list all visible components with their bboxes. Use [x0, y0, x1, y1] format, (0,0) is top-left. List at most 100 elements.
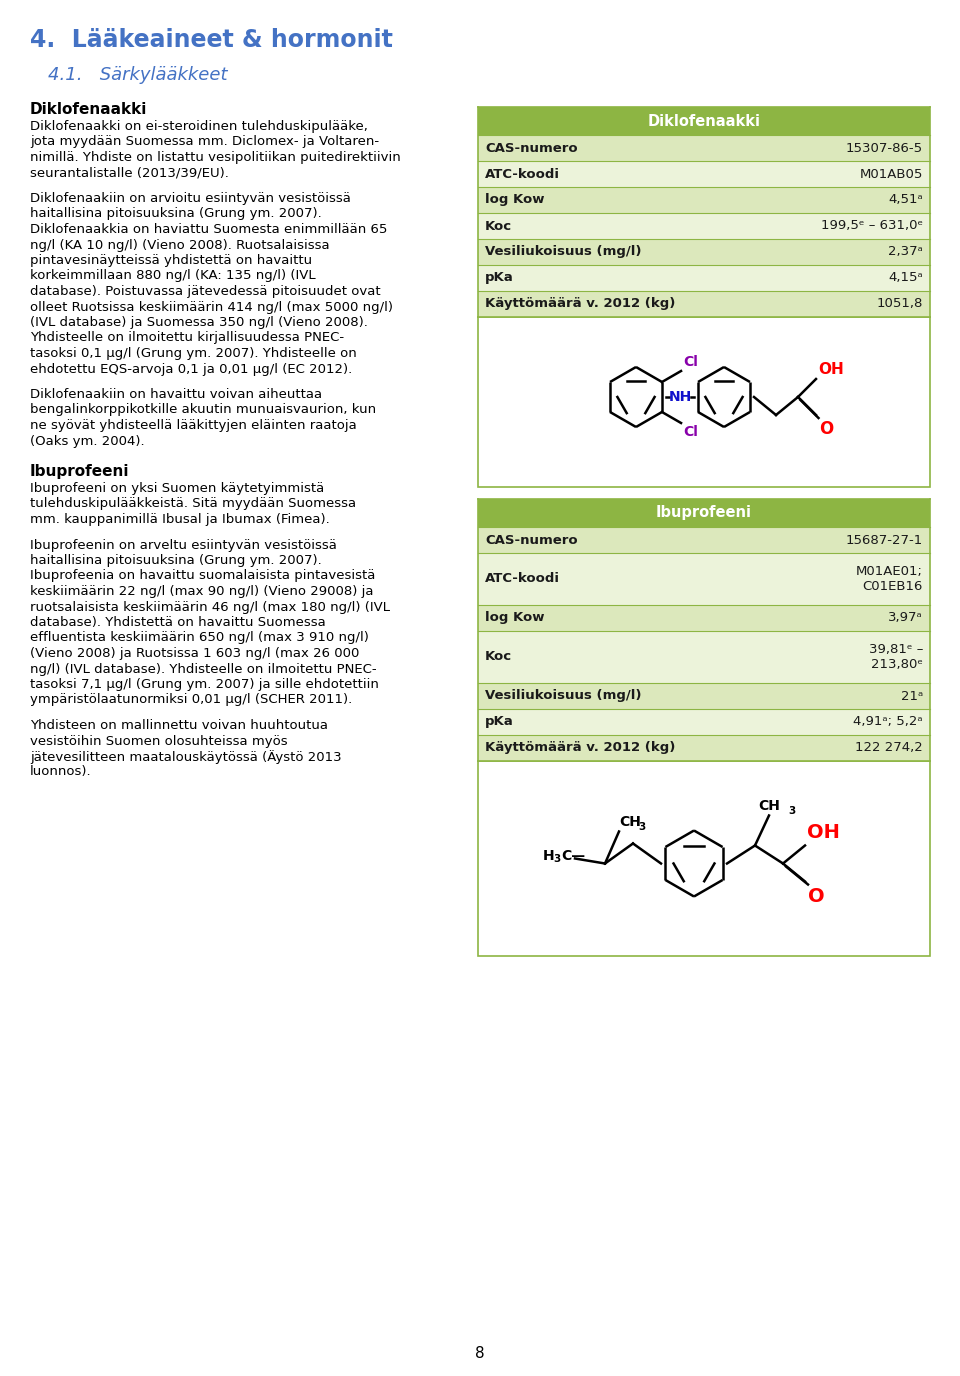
FancyBboxPatch shape	[478, 213, 930, 239]
Text: vesistöihin Suomen olosuhteissa myös: vesistöihin Suomen olosuhteissa myös	[30, 735, 288, 747]
FancyBboxPatch shape	[478, 316, 930, 487]
Text: korkeimmillaan 880 ng/l (KA: 135 ng/l) (IVL: korkeimmillaan 880 ng/l (KA: 135 ng/l) (…	[30, 270, 316, 282]
FancyBboxPatch shape	[478, 605, 930, 632]
Text: ruotsalaisista keskiimäärin 46 ng/l (max 180 ng/l) (IVL: ruotsalaisista keskiimäärin 46 ng/l (max…	[30, 600, 390, 614]
Text: jota myydään Suomessa mm. Diclomex- ja Voltaren-: jota myydään Suomessa mm. Diclomex- ja V…	[30, 135, 379, 149]
FancyBboxPatch shape	[478, 553, 930, 605]
Text: CAS-numero: CAS-numero	[485, 142, 578, 154]
Text: ympäristölaatunormiksi 0,01 µg/l (SCHER 2011).: ympäristölaatunormiksi 0,01 µg/l (SCHER …	[30, 694, 352, 706]
FancyBboxPatch shape	[478, 499, 930, 527]
FancyBboxPatch shape	[478, 107, 930, 135]
Text: olleet Ruotsissa keskiimäärin 414 ng/l (max 5000 ng/l): olleet Ruotsissa keskiimäärin 414 ng/l (…	[30, 300, 393, 314]
FancyBboxPatch shape	[478, 161, 930, 187]
Text: OH: OH	[807, 823, 840, 842]
Text: Koc: Koc	[485, 220, 512, 233]
FancyBboxPatch shape	[478, 266, 930, 290]
Text: effluentista keskiimäärin 650 ng/l (max 3 910 ng/l): effluentista keskiimäärin 650 ng/l (max …	[30, 632, 369, 644]
Text: Koc: Koc	[485, 651, 512, 663]
Text: ng/l (KA 10 ng/l) (Vieno 2008). Ruotsalaisissa: ng/l (KA 10 ng/l) (Vieno 2008). Ruotsala…	[30, 238, 329, 252]
Text: 1051,8: 1051,8	[876, 297, 923, 311]
Text: log Kow: log Kow	[485, 611, 544, 625]
Text: Yhdisteelle on ilmoitettu kirjallisuudessa PNEC-: Yhdisteelle on ilmoitettu kirjallisuudes…	[30, 332, 344, 344]
Text: ne syövät yhdisteellä lääkittyjen eläinten raatoja: ne syövät yhdisteellä lääkittyjen eläint…	[30, 420, 357, 432]
Text: 4,91ᵃ; 5,2ᵃ: 4,91ᵃ; 5,2ᵃ	[853, 716, 923, 728]
Text: Ibuprofeenia on havaittu suomalaisista pintavesistä: Ibuprofeenia on havaittu suomalaisista p…	[30, 570, 375, 582]
Text: Diklofenaakki: Diklofenaakki	[30, 102, 148, 117]
Text: (Vieno 2008) ja Ruotsissa 1 603 ng/l (max 26 000: (Vieno 2008) ja Ruotsissa 1 603 ng/l (ma…	[30, 647, 359, 660]
Text: 4,51ᵃ: 4,51ᵃ	[888, 194, 923, 206]
Text: 199,5ᵉ – 631,0ᵉ: 199,5ᵉ – 631,0ᵉ	[821, 220, 923, 233]
Text: Ibuprofeeni on yksi Suomen käytetyimmistä: Ibuprofeeni on yksi Suomen käytetyimmist…	[30, 482, 324, 495]
Text: haitallisina pitoisuuksina (Grung ym. 2007).: haitallisina pitoisuuksina (Grung ym. 20…	[30, 208, 322, 220]
Text: Diklofenaakiin on arvioitu esiintyvän vesistöissä: Diklofenaakiin on arvioitu esiintyvän ve…	[30, 193, 350, 205]
Text: Käyttömäärä v. 2012 (kg): Käyttömäärä v. 2012 (kg)	[485, 297, 676, 311]
Text: tasoksi 7,1 µg/l (Grung ym. 2007) ja sille ehdotettiin: tasoksi 7,1 µg/l (Grung ym. 2007) ja sil…	[30, 678, 379, 691]
Text: tasoksi 0,1 µg/l (Grung ym. 2007). Yhdisteelle on: tasoksi 0,1 µg/l (Grung ym. 2007). Yhdis…	[30, 347, 357, 361]
FancyBboxPatch shape	[478, 239, 930, 266]
Text: Vesiliukoisuus (mg/l): Vesiliukoisuus (mg/l)	[485, 245, 641, 259]
Text: 3,97ᵃ: 3,97ᵃ	[888, 611, 923, 625]
FancyBboxPatch shape	[478, 632, 930, 682]
Text: Diklofenaakki on ei-steroidinen tulehduskipulääke,: Diklofenaakki on ei-steroidinen tulehdus…	[30, 120, 368, 133]
Text: luonnos).: luonnos).	[30, 765, 91, 779]
Text: 2,37ᵃ: 2,37ᵃ	[888, 245, 923, 259]
Text: O: O	[819, 420, 833, 438]
Text: (IVL database) ja Suomessa 350 ng/l (Vieno 2008).: (IVL database) ja Suomessa 350 ng/l (Vie…	[30, 316, 368, 329]
Text: 4,15ᵃ: 4,15ᵃ	[888, 271, 923, 285]
Text: haitallisina pitoisuuksina (Grung ym. 2007).: haitallisina pitoisuuksina (Grung ym. 20…	[30, 555, 322, 567]
Text: 3: 3	[553, 854, 561, 864]
Text: ehdotettu EQS-arvoja 0,1 ja 0,01 µg/l (EC 2012).: ehdotettu EQS-arvoja 0,1 ja 0,01 µg/l (E…	[30, 362, 352, 376]
Text: database). Yhdistettä on havaittu Suomessa: database). Yhdistettä on havaittu Suomes…	[30, 616, 325, 629]
Text: Yhdisteen on mallinnettu voivan huuhtoutua: Yhdisteen on mallinnettu voivan huuhtout…	[30, 720, 328, 732]
Text: CH: CH	[758, 798, 780, 812]
Text: Diklofenaakiin on havaittu voivan aiheuttaa: Diklofenaakiin on havaittu voivan aiheut…	[30, 388, 323, 400]
Text: 39,81ᵉ –
213,80ᵉ: 39,81ᵉ – 213,80ᵉ	[869, 643, 923, 671]
Text: CAS-numero: CAS-numero	[485, 534, 578, 546]
FancyBboxPatch shape	[478, 709, 930, 735]
Text: ng/l) (IVL database). Yhdisteelle on ilmoitettu PNEC-: ng/l) (IVL database). Yhdisteelle on ilm…	[30, 662, 376, 676]
FancyBboxPatch shape	[478, 290, 930, 316]
Text: keskiimäärin 22 ng/l (max 90 ng/l) (Vieno 29008) ja: keskiimäärin 22 ng/l (max 90 ng/l) (Vien…	[30, 585, 373, 599]
Text: (Oaks ym. 2004).: (Oaks ym. 2004).	[30, 435, 145, 447]
Text: 4.1.   Särkylääkkeet: 4.1. Särkylääkkeet	[48, 66, 228, 84]
FancyBboxPatch shape	[478, 135, 930, 161]
FancyBboxPatch shape	[478, 187, 930, 213]
Text: M01AB05: M01AB05	[859, 168, 923, 180]
Text: 4.  Lääkeaineet & hormonit: 4. Lääkeaineet & hormonit	[30, 28, 393, 52]
Text: Diklofenaakki: Diklofenaakki	[647, 113, 760, 128]
Text: ATC-koodi: ATC-koodi	[485, 168, 560, 180]
Text: mm. kauppanimillä Ibusal ja Ibumax (Fimea).: mm. kauppanimillä Ibusal ja Ibumax (Fime…	[30, 513, 329, 526]
Text: O: O	[808, 886, 825, 905]
Text: OH: OH	[818, 362, 844, 377]
Text: pintavesinäytteissä yhdistettä on havaittu: pintavesinäytteissä yhdistettä on havait…	[30, 255, 312, 267]
Text: Käyttömäärä v. 2012 (kg): Käyttömäärä v. 2012 (kg)	[485, 742, 676, 754]
FancyBboxPatch shape	[478, 735, 930, 761]
Text: M01AE01;
C01EB16: M01AE01; C01EB16	[856, 566, 923, 593]
Text: log Kow: log Kow	[485, 194, 544, 206]
Text: 15687-27-1: 15687-27-1	[846, 534, 923, 546]
Text: jätevesilitteen maatalouskäytössä (Äystö 2013: jätevesilitteen maatalouskäytössä (Äystö…	[30, 750, 342, 764]
Text: Vesiliukoisuus (mg/l): Vesiliukoisuus (mg/l)	[485, 689, 641, 703]
Text: 21ᵃ: 21ᵃ	[900, 689, 923, 703]
Text: Cl: Cl	[683, 425, 698, 439]
Text: ATC-koodi: ATC-koodi	[485, 572, 560, 586]
Text: H: H	[543, 849, 555, 863]
Text: nimillä. Yhdiste on listattu vesipolitiikan puitedirektiivin: nimillä. Yhdiste on listattu vesipolitii…	[30, 151, 400, 164]
Text: database). Poistuvassa jätevedessä pitoisuudet ovat: database). Poistuvassa jätevedessä pitoi…	[30, 285, 380, 299]
Text: Ibuprofeeni: Ibuprofeeni	[656, 505, 752, 520]
Text: 3: 3	[788, 805, 795, 816]
Text: pKa: pKa	[485, 271, 514, 285]
Text: NH: NH	[668, 389, 691, 405]
Text: C—: C—	[561, 849, 586, 863]
FancyBboxPatch shape	[478, 682, 930, 709]
Text: Ibuprofeenin on arveltu esiintyvän vesistöissä: Ibuprofeenin on arveltu esiintyvän vesis…	[30, 538, 337, 552]
Text: pKa: pKa	[485, 716, 514, 728]
Text: 15307-86-5: 15307-86-5	[846, 142, 923, 154]
Text: 3: 3	[638, 821, 645, 831]
Text: seurantalistalle (2013/39/EU).: seurantalistalle (2013/39/EU).	[30, 166, 228, 179]
Text: 8: 8	[475, 1347, 485, 1361]
Text: Cl: Cl	[683, 355, 698, 369]
Text: Diklofenaakkia on haviattu Suomesta enimmillään 65: Diklofenaakkia on haviattu Suomesta enim…	[30, 223, 388, 237]
Text: 122 274,2: 122 274,2	[855, 742, 923, 754]
Text: bengalinkorppikotkille akuutin munuaisvaurion, kun: bengalinkorppikotkille akuutin munuaisva…	[30, 403, 376, 417]
